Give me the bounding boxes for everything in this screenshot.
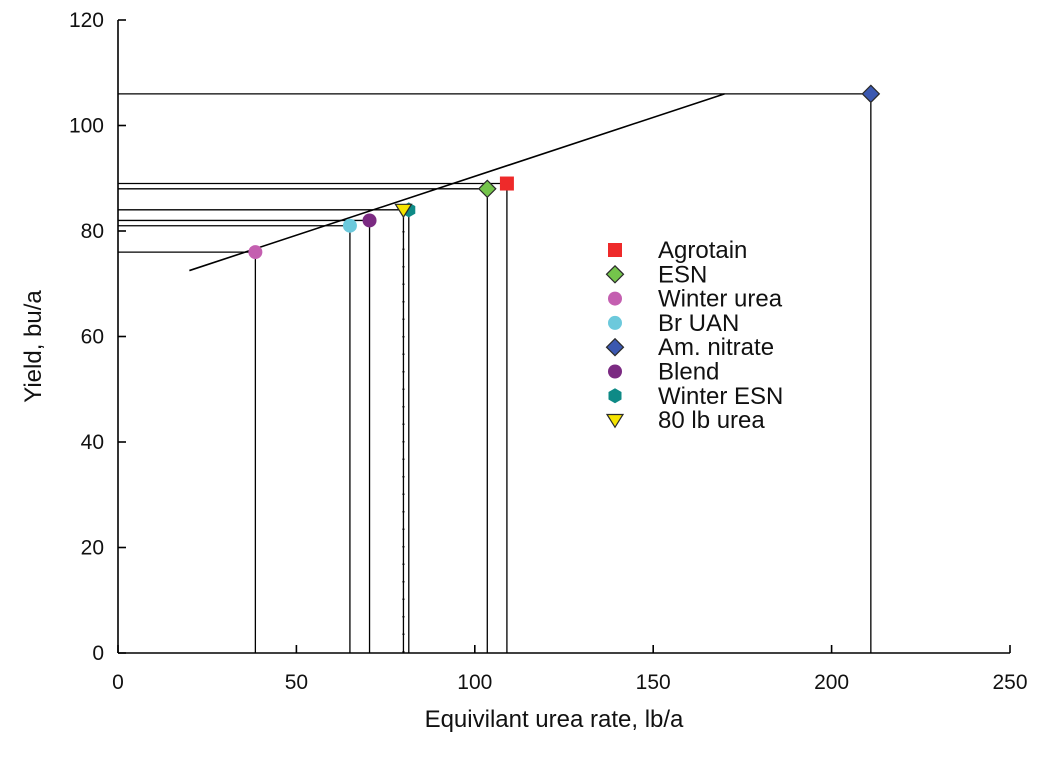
marker-br-uan [342, 218, 357, 233]
y-tick-label: 20 [81, 537, 104, 560]
x-tick-label: 100 [457, 671, 492, 694]
axes: 0 20 40 60 80 100 120 0 50 100 150 200 250 [69, 9, 1028, 694]
legend-marker-winter-esn [608, 388, 622, 404]
marker-blend [362, 213, 377, 228]
y-tick-label: 60 [81, 326, 104, 349]
data-markers [248, 84, 881, 260]
response-line-group [189, 93, 725, 272]
x-tick-label: 150 [636, 671, 671, 694]
legend-label-winter-urea: Winter urea [658, 286, 783, 313]
response-line [189, 93, 725, 272]
marker-agrotain [499, 176, 514, 191]
x-tick-label: 200 [814, 671, 849, 694]
y-tick-label: 100 [69, 115, 104, 138]
legend-marker-80-lb-urea [605, 413, 625, 429]
legend-marker-agrotain [608, 243, 622, 257]
legend-label-80-lb-urea: 80 lb urea [658, 407, 765, 434]
marker-esn [477, 179, 497, 199]
legend-label-br-uan: Br UAN [658, 310, 739, 337]
y-tick-label: 0 [92, 642, 104, 665]
legend-marker-br-uan [608, 315, 622, 330]
legend-label-am-nitrate: Am. nitrate [658, 334, 774, 361]
x-tick-label: 50 [285, 671, 308, 694]
x-tick-label: 250 [992, 671, 1027, 694]
x-axis-title: Equivilant urea rate, lb/a [425, 706, 684, 733]
marker-winter-urea [248, 245, 263, 260]
y-tick-label: 120 [69, 9, 104, 32]
reference-lines [118, 93, 872, 653]
legend-marker-winter-urea [608, 291, 622, 306]
y-axis-title: Yield, bu/a [20, 290, 47, 403]
x-tick-label: 0 [112, 671, 124, 694]
legend-marker-blend [608, 364, 622, 379]
legend-label-winter-esn: Winter ESN [658, 383, 783, 410]
legend-label-blend: Blend [658, 359, 719, 386]
legend-label-agrotain: Agrotain [658, 237, 747, 264]
marker-am-nitrate [861, 84, 881, 104]
marker-80-lb-urea [394, 203, 413, 219]
legend-label-esn: ESN [658, 261, 707, 288]
legend-marker-esn [605, 264, 625, 284]
y-tick-label: 80 [81, 220, 104, 243]
legend-marker-am-nitrate [605, 337, 625, 357]
y-tick-label: 40 [81, 431, 104, 454]
